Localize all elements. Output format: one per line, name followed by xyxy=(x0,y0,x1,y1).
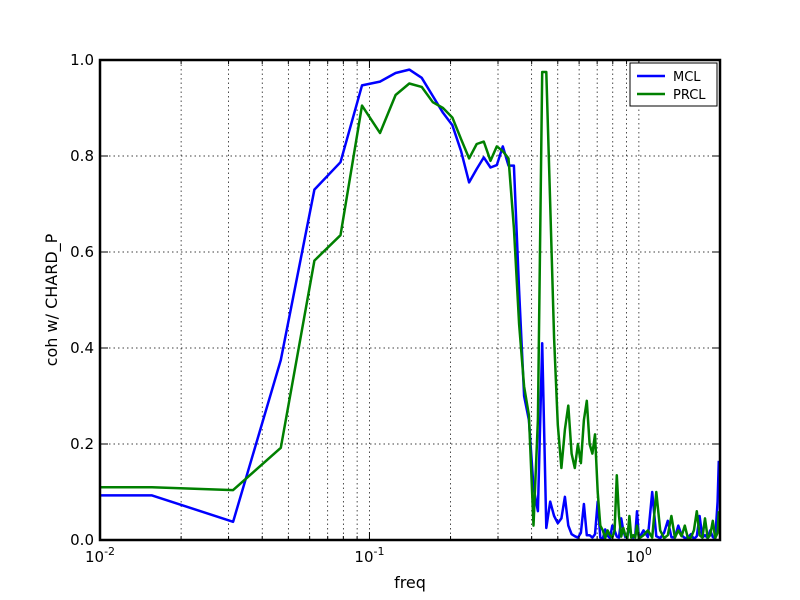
series-lines xyxy=(100,68,720,540)
x-tick-label: 100 xyxy=(626,545,652,566)
plot-area xyxy=(100,60,720,540)
y-tick-label: 0.2 xyxy=(70,435,94,453)
x-tick-base: 10 xyxy=(354,548,373,566)
y-tick-labels: 0.0 0.2 0.4 0.6 0.8 1.0 xyxy=(70,51,94,549)
x-tick-labels: 10-2 10-1 100 xyxy=(85,545,652,566)
y-tick-label: 0.4 xyxy=(70,339,94,357)
x-tick-exponent: -2 xyxy=(104,545,115,558)
x-tick-label: 10-2 xyxy=(85,545,115,566)
plot-frame xyxy=(98,58,722,542)
legend-label-mcl: MCL xyxy=(673,70,701,85)
x-tick-exponent: 0 xyxy=(645,545,652,558)
x-tick-base: 10 xyxy=(626,548,645,566)
x-axis-label: freq xyxy=(394,573,426,592)
y-axis-label: coh w/ CHARD_P xyxy=(42,233,62,366)
x-tick-label: 10-1 xyxy=(354,545,384,566)
series-line-prcl xyxy=(100,70,720,540)
series-line-mcl xyxy=(100,68,720,540)
legend-label-prcl: PRCL xyxy=(673,88,706,103)
y-tick-label: 0.8 xyxy=(70,147,94,165)
x-tick-exponent: -1 xyxy=(374,545,385,558)
y-tick-label: 1.0 xyxy=(70,51,94,69)
legend-box xyxy=(629,62,718,107)
x-tick-base: 10 xyxy=(85,548,104,566)
y-tick-label: 0.0 xyxy=(70,531,94,549)
legend: MCL PRCL xyxy=(629,62,718,107)
y-tick-label: 0.6 xyxy=(70,243,94,261)
